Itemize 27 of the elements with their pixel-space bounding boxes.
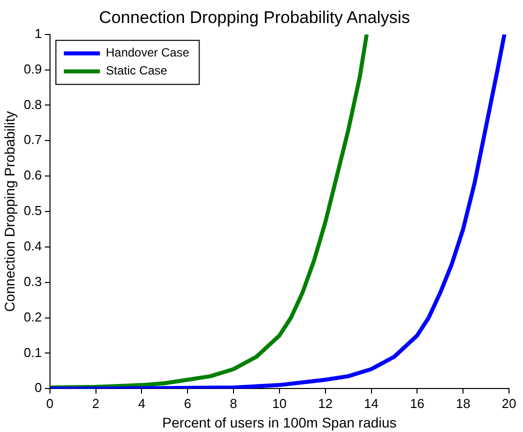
y-tick-label: 0.9 — [24, 61, 42, 76]
y-tick-label: 0.1 — [24, 344, 42, 360]
y-tick-label: 0.4 — [24, 238, 42, 254]
y-tick-label: 0.5 — [24, 203, 42, 218]
x-axis-title: Percent of users in 100m Span radius — [162, 414, 397, 430]
legend-label: Handover Case — [106, 46, 190, 60]
x-tick-label: 20 — [502, 396, 516, 411]
y-tick-label: 0 — [34, 380, 42, 396]
chart-title: Connection Dropping Probability Analysis — [99, 8, 410, 27]
x-tick-label: 10 — [272, 396, 287, 411]
x-tick-label: 4 — [138, 396, 146, 411]
y-tick-label: 1 — [34, 26, 42, 41]
x-tick-label: 16 — [410, 396, 424, 411]
y-tick-label: 0.2 — [24, 309, 42, 324]
x-tick-label: 0 — [46, 396, 54, 411]
x-tick-label: 6 — [184, 396, 192, 411]
x-tick-label: 18 — [456, 396, 470, 411]
y-tick-label: 0.6 — [24, 168, 42, 183]
y-axis-title: Connection Dropping Probability — [1, 111, 18, 312]
y-tick-label: 0.7 — [24, 132, 42, 148]
y-tick-label: 0.8 — [24, 96, 42, 112]
x-tick-label: 2 — [92, 396, 100, 411]
y-tick-label: 0.3 — [24, 274, 42, 289]
x-tick-label: 12 — [318, 396, 333, 411]
x-tick-label: 14 — [364, 396, 378, 411]
x-tick-label: 8 — [230, 396, 238, 411]
legend-label: Static Case — [106, 64, 168, 78]
